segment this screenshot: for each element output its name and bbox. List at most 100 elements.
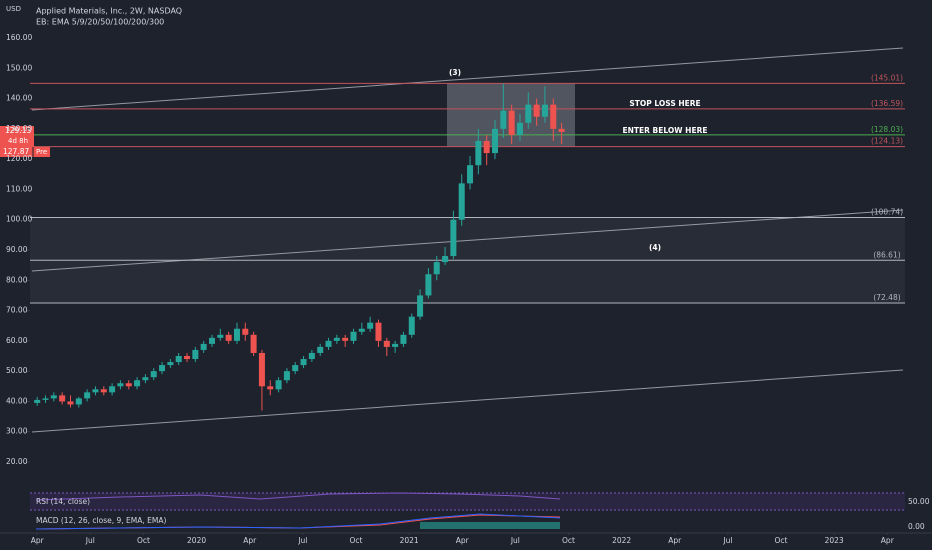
levels: (145.01) (136.59) (128.03) (124.13) (100.74)… [30, 73, 905, 304]
x-tick-label: Jul [510, 536, 520, 545]
candle-body [34, 399, 41, 403]
level-label: (100.74) [871, 207, 903, 216]
candle-body [533, 104, 540, 117]
x-tick-label: Oct [562, 536, 575, 545]
currency: USD [6, 5, 21, 13]
x-tick-label: Apr [668, 536, 682, 545]
last-price: 129.13 [5, 126, 31, 135]
candle-body [50, 395, 57, 399]
candle-body [400, 334, 407, 344]
x-tick-label: Jul [85, 536, 95, 545]
candle-body [516, 122, 523, 135]
annotation: (4) [649, 243, 661, 252]
rsi-band [30, 493, 905, 510]
y-tick-label: 110.00 [6, 184, 32, 193]
candle-body [233, 328, 240, 341]
chart-subtitle: EB: EMA 5/9/20/50/100/200/300 [36, 18, 164, 27]
candle-body [342, 337, 349, 341]
candle-body [200, 343, 207, 350]
candle-body [375, 322, 382, 341]
candle-body [392, 343, 399, 347]
candle-body [433, 262, 440, 275]
y-tick-label: 40.00 [6, 396, 28, 405]
macd-label: MACD (12, 26, close, 9, EMA, EMA) [36, 516, 166, 525]
candle-body [267, 386, 274, 390]
x-tick-label: Apr [456, 536, 470, 545]
candle-body [134, 380, 141, 387]
level-label: (86.61) [873, 250, 900, 259]
candle-body [492, 128, 499, 154]
x-tick-label: Jul [722, 536, 732, 545]
pre-price-badge [0, 147, 50, 157]
y-tick-label: 140.00 [6, 94, 32, 103]
y-tick-label: 100.00 [6, 215, 32, 224]
candle-body [258, 352, 265, 387]
x-tick-label: Apr [243, 536, 257, 545]
candle-body [350, 331, 357, 341]
y-tick-label: 60.00 [6, 336, 28, 345]
x-tick-label: Oct [137, 536, 150, 545]
candle-body [292, 365, 299, 372]
y-tick-label: 50.00 [6, 366, 28, 375]
x-tick-label: 2020 [187, 536, 206, 545]
candle-body [558, 128, 565, 132]
candle-body [425, 274, 432, 296]
candle-body [475, 140, 482, 166]
candle-body [283, 371, 290, 381]
candle-body [250, 334, 257, 353]
macd-histogram [420, 522, 560, 529]
annotation: ENTER BELOW HERE [623, 126, 708, 135]
candle-body [383, 340, 390, 347]
candle-body [59, 395, 66, 402]
candle-body [300, 359, 307, 366]
candle-body [458, 183, 465, 220]
candle-body [100, 389, 107, 393]
candle-body [175, 356, 182, 363]
candle-body [367, 322, 374, 329]
candle-body [142, 377, 149, 381]
x-tick-label: 2022 [612, 536, 631, 545]
candle-body [92, 389, 99, 393]
candle-body [109, 386, 116, 393]
candle-body [208, 337, 215, 344]
y-tick-label: 70.00 [6, 306, 28, 315]
y-tick-label: 150.00 [6, 63, 32, 72]
candle-body [467, 165, 474, 184]
x-tick-label: Apr [31, 536, 45, 545]
y-tick-label: 120.00 [6, 154, 32, 163]
candle-body [275, 380, 282, 390]
y-tick-label: 160.00 [6, 33, 32, 42]
candle-body [308, 352, 315, 360]
annotation: (3) [449, 68, 461, 77]
x-tick-label: Jul [297, 536, 307, 545]
candle-body [192, 349, 199, 360]
trend-line [31, 209, 904, 272]
candle-body [450, 219, 457, 257]
macd-line [35, 513, 561, 530]
candles [34, 83, 565, 411]
candle-body [508, 110, 515, 135]
chart-title: Applied Materials, Inc., 2W, NASDAQ [36, 7, 182, 16]
candle-body [159, 365, 166, 372]
candle-body [217, 334, 224, 338]
candle-body [167, 362, 174, 366]
last-price-badge [0, 126, 34, 147]
candle-body [117, 383, 124, 387]
candle-body [550, 104, 557, 129]
macd-level: 0.00 [908, 522, 925, 531]
annotation: STOP LOSS HERE [629, 99, 700, 108]
candle-body [408, 316, 415, 335]
rsi-label: RSI (14, close) [36, 497, 90, 506]
level-label: (128.03) [871, 125, 903, 134]
candle-body [417, 295, 424, 317]
candle-body [333, 337, 340, 341]
candle-body [67, 401, 74, 405]
y-tick-label: 30.00 [6, 427, 28, 436]
candle-body [84, 392, 91, 399]
level-label: (124.13) [871, 137, 903, 146]
x-tick-label: 2021 [400, 536, 419, 545]
candle-body [184, 356, 191, 360]
x-tick-label: 2023 [825, 536, 844, 545]
y-tick-label: 90.00 [6, 245, 28, 254]
